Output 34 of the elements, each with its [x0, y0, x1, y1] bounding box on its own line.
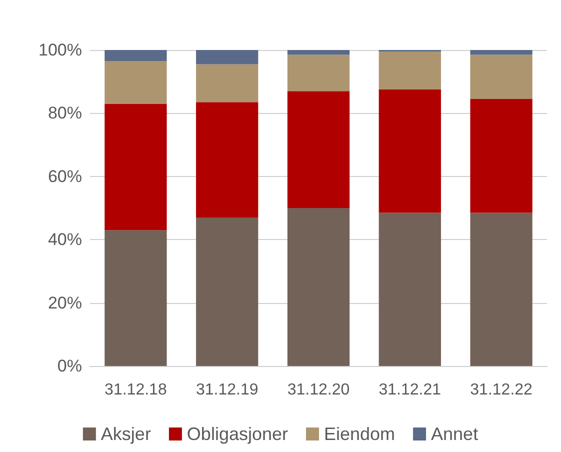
x-tick-label: 31.12.22: [470, 382, 533, 398]
bar: [470, 50, 532, 55]
y-tick-label: 40%: [48, 230, 82, 250]
bar: [287, 50, 350, 55]
bar: [378, 212, 441, 366]
bar: [104, 50, 167, 62]
bar: [470, 98, 532, 213]
x-tick-label: 31.12.21: [378, 382, 442, 398]
bar: [287, 208, 350, 366]
y-tick-label: 60%: [48, 166, 82, 186]
bar: [196, 102, 258, 218]
legend-label: Eiendom: [324, 424, 396, 444]
bar: [378, 52, 441, 90]
bar: [196, 217, 258, 366]
legend-label: Obligasjoner: [186, 424, 288, 444]
legend-label: Annet: [431, 424, 478, 444]
x-tick-label: 31.12.20: [287, 382, 350, 398]
x-tick-label: 31.12.19: [196, 382, 258, 398]
bar: [196, 64, 258, 102]
bar: [196, 50, 258, 64]
bar: [287, 91, 350, 208]
bar: [470, 54, 532, 99]
bar: [287, 54, 350, 92]
x-tick-label: 31.12.18: [104, 382, 167, 398]
bar: [470, 212, 532, 366]
bar: [104, 230, 167, 366]
legend-label: Aksjer: [100, 424, 151, 444]
bar: [104, 104, 167, 230]
y-tick-label: 20%: [48, 293, 82, 312]
y-tick-label: 80%: [48, 104, 82, 123]
y-tick-label: 0%: [57, 356, 82, 376]
bar: [104, 61, 167, 104]
bar: [378, 90, 441, 213]
y-tick-label: 100%: [38, 40, 82, 60]
